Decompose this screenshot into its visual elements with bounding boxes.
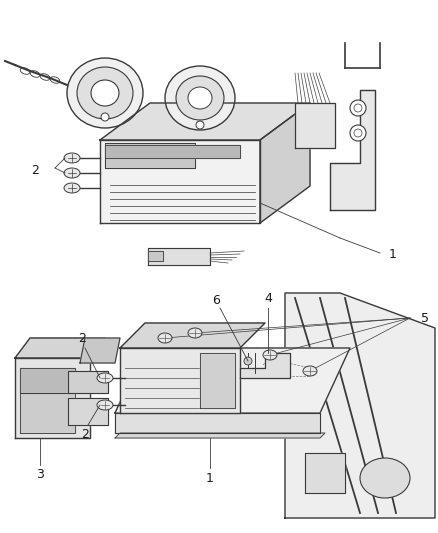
Polygon shape: [115, 433, 325, 438]
Polygon shape: [105, 145, 240, 158]
Ellipse shape: [263, 350, 277, 360]
Text: 2: 2: [78, 332, 86, 344]
Polygon shape: [240, 353, 290, 378]
Text: 3: 3: [36, 469, 44, 481]
Polygon shape: [120, 348, 240, 413]
Polygon shape: [305, 453, 345, 493]
Polygon shape: [105, 143, 195, 168]
Ellipse shape: [64, 168, 80, 178]
Polygon shape: [148, 251, 163, 261]
Polygon shape: [68, 371, 108, 393]
Text: 6: 6: [212, 294, 220, 306]
Polygon shape: [115, 348, 350, 413]
Polygon shape: [330, 90, 375, 210]
Polygon shape: [68, 398, 108, 425]
Polygon shape: [20, 393, 75, 433]
Ellipse shape: [97, 373, 113, 383]
Ellipse shape: [64, 183, 80, 193]
Polygon shape: [285, 293, 435, 518]
Polygon shape: [15, 338, 105, 358]
Ellipse shape: [77, 67, 133, 119]
Ellipse shape: [350, 125, 366, 141]
Ellipse shape: [97, 400, 113, 410]
Polygon shape: [80, 338, 120, 363]
Text: 1: 1: [206, 472, 214, 484]
Ellipse shape: [176, 76, 224, 120]
Ellipse shape: [91, 80, 119, 106]
Ellipse shape: [188, 87, 212, 109]
Ellipse shape: [188, 328, 202, 338]
Polygon shape: [200, 353, 235, 408]
Ellipse shape: [101, 113, 109, 121]
Ellipse shape: [244, 357, 252, 365]
Ellipse shape: [303, 366, 317, 376]
Polygon shape: [115, 413, 320, 433]
Polygon shape: [120, 323, 265, 348]
Ellipse shape: [158, 333, 172, 343]
Polygon shape: [100, 140, 260, 223]
Text: 2: 2: [31, 165, 39, 177]
Polygon shape: [15, 358, 90, 438]
Polygon shape: [100, 103, 310, 140]
Ellipse shape: [360, 458, 410, 498]
Text: 2: 2: [81, 429, 89, 441]
Ellipse shape: [350, 100, 366, 116]
Ellipse shape: [64, 153, 80, 163]
Ellipse shape: [67, 58, 143, 128]
Text: 1: 1: [389, 248, 397, 262]
Ellipse shape: [196, 121, 204, 129]
Polygon shape: [260, 103, 310, 223]
Text: 4: 4: [264, 292, 272, 304]
Polygon shape: [20, 368, 75, 393]
Polygon shape: [148, 248, 210, 265]
Ellipse shape: [165, 66, 235, 130]
Text: 5: 5: [421, 311, 429, 325]
Polygon shape: [295, 103, 335, 148]
